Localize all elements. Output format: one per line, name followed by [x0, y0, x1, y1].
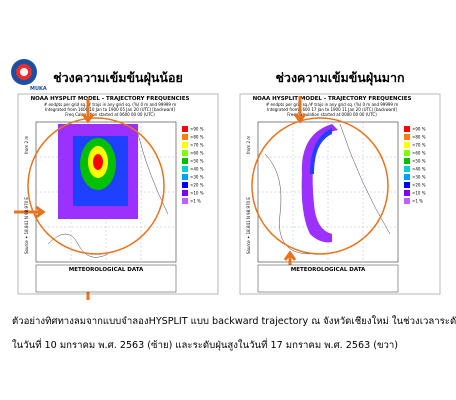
legend-swatch [404, 182, 410, 188]
legend-label: >1 % [190, 199, 201, 204]
freq-area [301, 124, 338, 243]
legend-swatch [182, 182, 188, 188]
logo: MUKA [11, 59, 47, 92]
legend-swatch [182, 174, 188, 180]
legend-swatch [404, 198, 410, 204]
legend-swatch [404, 126, 410, 132]
range-circle [251, 117, 389, 255]
legend-label: >60 % [190, 151, 204, 156]
freq-area [310, 128, 332, 174]
legend-label: >70 % [412, 143, 426, 148]
legend-swatch [404, 134, 410, 140]
panel-subtitle: Freq Calculation started at 0600 00 00 (… [65, 112, 155, 117]
arrow [14, 205, 46, 219]
panel-heading: ช่วงความเข้มข้นฝุ่นน้อย [53, 70, 183, 86]
legend-swatch [182, 190, 188, 196]
panel-subtitle: Integrated from 1600 10 Jan to 1900 05 J… [45, 107, 175, 112]
hysplit-panel: NOAA HYSPLIT MODEL - TRAJECTORY FREQUENC… [14, 93, 219, 300]
legend-swatch [182, 198, 188, 204]
legend-swatch [404, 158, 410, 164]
legend-swatch [404, 174, 410, 180]
coastline [47, 133, 169, 258]
footer-title: METEOROLOGICAL DATA [69, 267, 144, 273]
legend-swatch [182, 134, 188, 140]
legend-label: >80 % [412, 135, 426, 140]
legend-label: >50 % [190, 159, 204, 164]
legend-swatch [404, 142, 410, 148]
panel-title: NOAA HYSPLIT MODEL - TRAJECTORY FREQUENC… [253, 96, 412, 102]
height-label: from 2 m [246, 136, 251, 154]
source-label: Source ✶ 18.841 N 98.970 E [24, 197, 29, 254]
panel-subtitle: # endpts per grid sq./# trajs in any gri… [266, 102, 398, 107]
caption-line: ในวันที่ 10 มกราคม พ.ศ. 2563 (ซ้าย) และร… [12, 338, 398, 351]
legend-swatch [404, 166, 410, 172]
panel-subtitle: Freq Calculation started at 0000 00 00 (… [287, 112, 377, 117]
legend-label: >70 % [190, 143, 204, 148]
range-circle [27, 117, 165, 255]
legend-swatch [182, 158, 188, 164]
panel-subtitle: # endpts per grid sq./# trajs in any gri… [44, 102, 176, 107]
footer-box [257, 264, 399, 293]
panels: NOAA HYSPLIT MODEL - TRAJECTORY FREQUENC… [14, 93, 441, 300]
legend-label: >40 % [190, 167, 204, 172]
legend-label: >20 % [190, 183, 204, 188]
caption-line: ตัวอย่างทิศทางลมจากแบบจำลองHYSPLIT แบบ b… [12, 314, 456, 327]
legend-swatch [182, 142, 188, 148]
coastline [264, 123, 391, 255]
legend-label: >30 % [190, 175, 204, 180]
legend-label: >40 % [412, 167, 426, 172]
logo-center [20, 68, 28, 76]
freq-area [93, 154, 103, 170]
legend-label: >30 % [412, 175, 426, 180]
legend-swatch [182, 126, 188, 132]
hysplit-panel: NOAA HYSPLIT MODEL - TRAJECTORY FREQUENC… [239, 93, 441, 295]
panel-heading: ช่วงความเข้มข้นฝุ่นมาก [275, 70, 404, 86]
footer-box [35, 264, 177, 293]
panel-title: NOAA HYSPLIT MODEL - TRAJECTORY FREQUENC… [31, 96, 190, 102]
legend-label: >50 % [412, 159, 426, 164]
legend-label: >90 % [412, 127, 426, 132]
panel-subtitle: Integrated from 1600 17 Jan to 1900 11 J… [267, 107, 397, 112]
legend-label: >90 % [190, 127, 204, 132]
legend-label: >1 % [412, 199, 423, 204]
legend-swatch [182, 150, 188, 156]
legend-swatch [404, 150, 410, 156]
footer-title: METEOROLOGICAL DATA [291, 267, 366, 273]
source-label: Source ✶ 18.841 N 98.970 E [246, 197, 251, 254]
height-label: from 2 m [24, 136, 29, 154]
legend-label: >20 % [412, 183, 426, 188]
legend-label: >80 % [190, 135, 204, 140]
legend-swatch [404, 190, 410, 196]
legend-label: >10 % [412, 191, 426, 196]
legend-swatch [182, 166, 188, 172]
legend-label: >60 % [412, 151, 426, 156]
legend-label: >10 % [190, 191, 204, 196]
arrow [293, 96, 307, 124]
arrow [81, 98, 95, 124]
logo-text: MUKA [30, 86, 47, 92]
